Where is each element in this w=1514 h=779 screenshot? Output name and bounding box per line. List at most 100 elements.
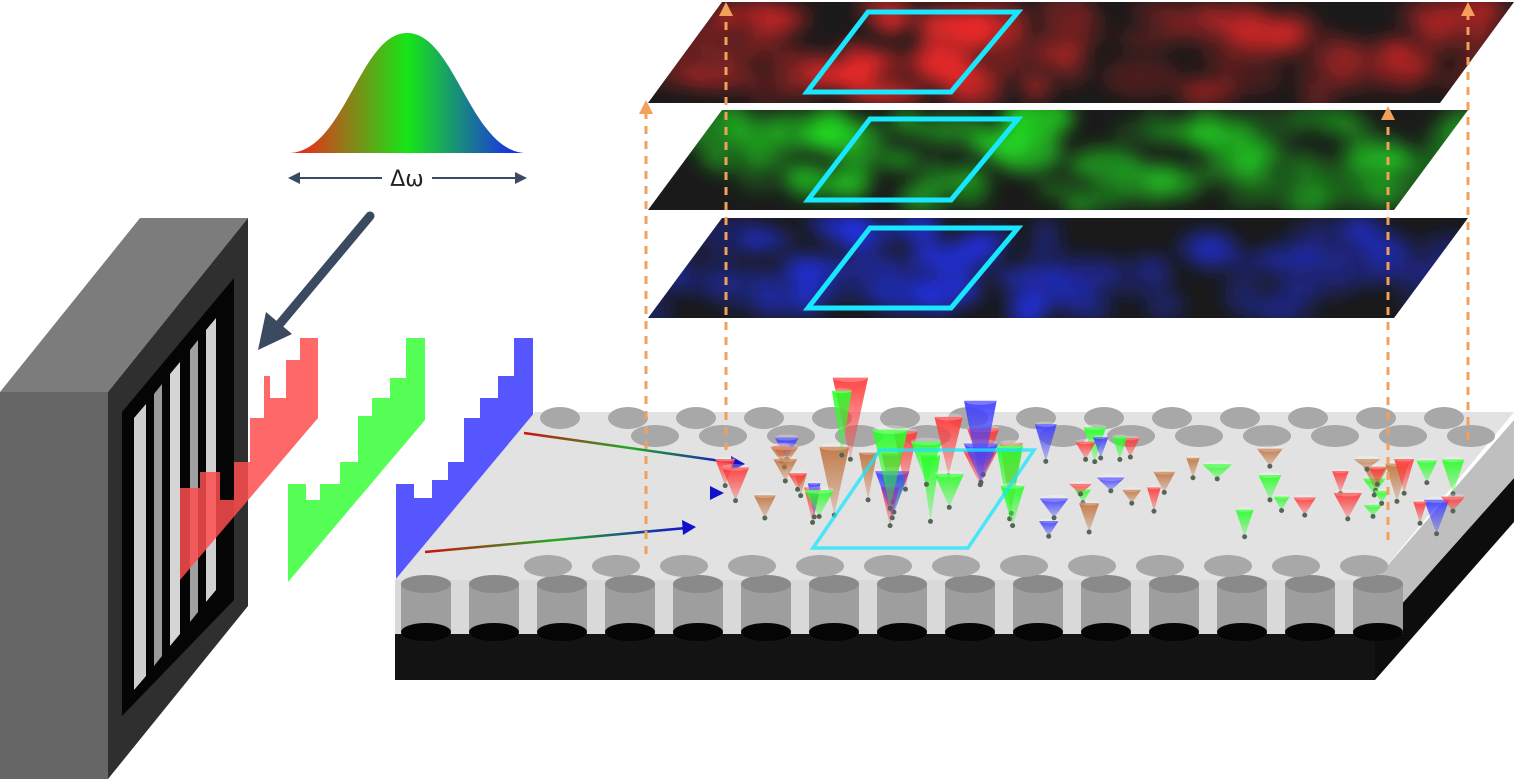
emission-cone-top xyxy=(1293,494,1317,501)
emission-cone-top xyxy=(1153,469,1176,475)
emission-cone-top xyxy=(832,373,869,383)
fluorescence-blob xyxy=(1193,228,1233,264)
emission-cone xyxy=(1079,503,1100,533)
emission-cone xyxy=(1353,459,1381,470)
emitter-dot xyxy=(839,452,845,458)
emission-cone-top xyxy=(1394,456,1415,462)
emitter-dot xyxy=(1151,508,1157,514)
emission-cone-top xyxy=(1083,424,1107,430)
fluorescence-blob xyxy=(1418,168,1468,200)
fluorescence-blob xyxy=(913,40,959,81)
emitter-dot xyxy=(722,483,728,489)
emitter-dot xyxy=(810,519,816,525)
emission-cone-top xyxy=(715,456,736,462)
emission-cones xyxy=(715,373,1466,540)
nanohole xyxy=(864,555,912,577)
emitter-dot xyxy=(1051,515,1057,521)
emission-cone xyxy=(1363,504,1383,517)
emission-cone xyxy=(1096,477,1125,491)
fluorescence-blob xyxy=(648,232,710,250)
nanohole-pillar-top xyxy=(1013,575,1063,593)
emission-cone xyxy=(1083,427,1107,462)
fluorescence-blob xyxy=(993,267,1071,288)
emission-cone-top xyxy=(1235,507,1254,512)
emission-cone-top xyxy=(1075,438,1096,445)
emission-cone-top xyxy=(1374,488,1390,493)
fluorescence-blob xyxy=(665,271,746,296)
nanohole-pillar-bottom xyxy=(1353,623,1403,641)
emission-cone xyxy=(996,445,1024,519)
emission-cone-top xyxy=(788,470,808,476)
fluorescence-blob xyxy=(1088,180,1130,210)
emission-cone-top xyxy=(996,442,1024,450)
fluorescence-blob xyxy=(1423,129,1468,162)
emitter-dot xyxy=(1190,475,1196,481)
fluorescence-blob xyxy=(824,260,873,304)
fluorescence-blob xyxy=(1036,110,1074,137)
fluorescence-blob xyxy=(1102,56,1181,98)
emission-cone-top xyxy=(1034,421,1057,427)
fluorescence-blob xyxy=(1282,157,1318,181)
emitter-dot xyxy=(847,456,853,462)
fluorescence-blob xyxy=(1019,246,1070,267)
nanohole-pillar-bottom xyxy=(673,623,723,641)
emitter-dot xyxy=(1267,463,1273,469)
fluorescence-blob xyxy=(1453,137,1468,171)
nanohole-pillar-bottom xyxy=(469,623,519,641)
fluorescence-blob xyxy=(1294,59,1365,95)
nanohole xyxy=(1379,425,1427,447)
fluorescence-blob xyxy=(877,150,921,169)
fluorescence-blob xyxy=(707,144,771,175)
nanohole-pillar-top xyxy=(469,575,519,593)
emitter-dot xyxy=(1424,480,1430,486)
fluorescence-blob xyxy=(1309,164,1340,199)
slab-base-side xyxy=(1375,478,1514,680)
bandwidth-label: Δω xyxy=(390,167,423,192)
emission-cone-top xyxy=(770,442,799,451)
fluorescence-blob xyxy=(1138,110,1171,145)
emission-cone xyxy=(753,495,776,519)
emitter-dot xyxy=(1214,476,1220,482)
spectrum-curve: Δω xyxy=(288,33,527,192)
fluorescence-blob xyxy=(1367,48,1433,91)
emitter-dot xyxy=(1010,523,1016,529)
emission-cone xyxy=(773,458,798,481)
emitter-dot xyxy=(1370,513,1376,519)
nanohole-pillar-top xyxy=(945,575,995,593)
fluorescence-blob xyxy=(832,174,868,201)
emitter-dot xyxy=(1267,497,1273,503)
nanohole xyxy=(1204,555,1252,577)
nanohole xyxy=(1084,407,1124,429)
nanohole xyxy=(796,555,844,577)
emitter-dot xyxy=(923,481,929,487)
nanohole-pillar-bottom xyxy=(1013,623,1063,641)
emission-cone xyxy=(1075,441,1096,460)
emission-cone xyxy=(1186,457,1200,478)
projection-arrowheads xyxy=(639,2,1475,120)
blue-pulse-shape xyxy=(396,338,533,582)
emission-cone-top xyxy=(964,396,997,405)
fluorescence-blob xyxy=(1216,59,1283,96)
red-layer-roi xyxy=(801,9,1024,95)
nanohole xyxy=(699,425,747,447)
emission-cone xyxy=(1333,492,1363,519)
fluorescence-blob xyxy=(1403,172,1436,202)
nanohole xyxy=(1152,407,1192,429)
fluorescence-blob xyxy=(737,174,784,192)
fluorescence-blob xyxy=(1474,230,1514,258)
emitter-dot xyxy=(816,514,822,520)
emission-cone xyxy=(858,452,878,500)
emission-cone-top xyxy=(1353,455,1381,463)
emission-cone-top xyxy=(721,463,750,471)
incident-arrow xyxy=(258,211,375,350)
front-cross-section-pillars xyxy=(401,575,1403,641)
slab-base-front xyxy=(395,634,1375,680)
emitter-dot xyxy=(887,505,893,511)
emission-cone xyxy=(788,473,808,490)
nanohole xyxy=(1000,555,1048,577)
emission-cone xyxy=(1332,471,1349,494)
nanohole-pillar-top xyxy=(877,575,927,593)
fluorescence-blob xyxy=(865,271,939,313)
